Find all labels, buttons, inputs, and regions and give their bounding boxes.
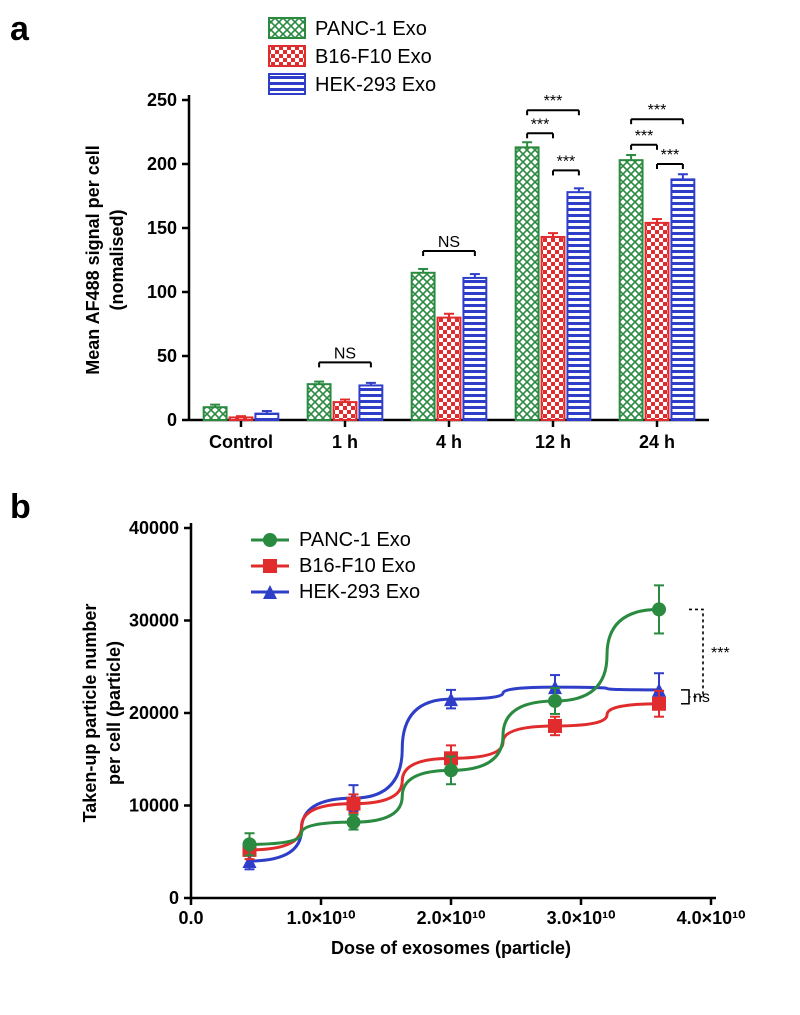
y-tick-label: 0 (169, 888, 179, 908)
bar (437, 318, 460, 420)
bar (308, 384, 331, 420)
sig-label: ns (693, 689, 710, 706)
bar (255, 414, 278, 420)
y-axis-label: Mean AF488 signal per cell(nomalised) (83, 145, 127, 374)
bracket (681, 690, 689, 704)
y-tick-label: 0 (167, 410, 177, 430)
y-tick-label: 250 (147, 90, 177, 110)
panel-b-chart: 0 10000 20000 30000 40000 Taken-up particle n… (61, 488, 761, 978)
sig-label: *** (531, 116, 550, 133)
y-tick-label: 50 (157, 346, 177, 366)
y-tick-label: 40000 (129, 518, 179, 538)
x-tick-label: 0.0 (178, 908, 203, 928)
sig-label: *** (635, 128, 654, 145)
bar (645, 223, 668, 420)
legend-swatch (269, 18, 305, 38)
marker (548, 719, 562, 733)
y-tick-label: 30000 (129, 611, 179, 631)
panel-a-chart: PANC-1 Exo B16-F10 Exo HEK-293 Exo 0 50 100 15… (59, 10, 759, 480)
sig-label: NS (438, 234, 460, 251)
sig-label: *** (557, 153, 576, 170)
x-tick-label: 4.0×10¹⁰ (676, 908, 745, 928)
marker (263, 559, 277, 573)
x-axis-label: Dose of exosomes (particle) (331, 938, 571, 958)
legend-label: PANC-1 Exo (299, 529, 411, 551)
x-tick-label: 4 h (436, 432, 462, 452)
sig-label: *** (544, 93, 563, 110)
marker (263, 533, 277, 547)
y-tick-label: 100 (147, 282, 177, 302)
sig-label: *** (648, 102, 667, 119)
sig-label: *** (711, 645, 730, 662)
bar (671, 179, 694, 420)
bracket (689, 609, 703, 696)
x-tick-label: Control (209, 432, 273, 452)
legend-label: HEK-293 Exo (299, 581, 420, 603)
bar (359, 385, 382, 420)
x-tick-label: 1.0×10¹⁰ (286, 908, 355, 928)
bar (204, 407, 227, 420)
bar (333, 402, 356, 420)
bar (463, 278, 486, 420)
sig-label: NS (334, 345, 356, 362)
marker (652, 602, 666, 616)
y-axis-label: Taken-up particle numberper cell (partic… (80, 604, 124, 823)
legend-label: HEK-293 Exo (315, 74, 436, 96)
marker (652, 697, 666, 711)
panel-b-label: b (10, 488, 31, 527)
legend-label: B16-F10 Exo (299, 555, 416, 577)
bar (412, 273, 435, 420)
bar (516, 147, 539, 420)
x-tick-label: 2.0×10¹⁰ (416, 908, 485, 928)
y-tick-label: 10000 (129, 796, 179, 816)
bar (567, 192, 590, 420)
marker (548, 694, 562, 708)
y-tick-label: 20000 (129, 703, 179, 723)
legend-label: B16-F10 Exo (315, 46, 432, 68)
legend-label: PANC-1 Exo (315, 18, 427, 40)
marker (346, 815, 360, 829)
bar (620, 160, 643, 420)
marker (242, 837, 256, 851)
x-tick-label: 12 h (535, 432, 571, 452)
bar (541, 237, 564, 420)
x-tick-label: 3.0×10¹⁰ (546, 908, 615, 928)
legend-swatch (269, 74, 305, 94)
bar (229, 417, 252, 420)
sig-label: *** (661, 147, 680, 164)
x-tick-label: 1 h (332, 432, 358, 452)
x-tick-label: 24 h (639, 432, 675, 452)
series-line (249, 704, 659, 850)
legend-swatch (269, 46, 305, 66)
marker (346, 797, 360, 811)
marker (444, 763, 458, 777)
panel-a-label: a (10, 10, 29, 49)
y-tick-label: 150 (147, 218, 177, 238)
y-tick-label: 200 (147, 154, 177, 174)
